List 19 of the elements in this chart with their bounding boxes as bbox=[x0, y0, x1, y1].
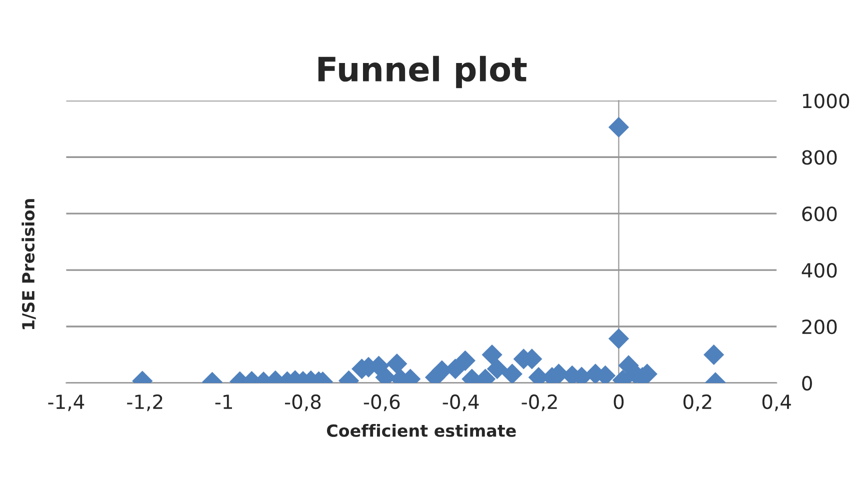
x-axis-title: Coefficient estimate bbox=[326, 424, 516, 437]
chart-title: Funnel plot bbox=[318, 56, 527, 88]
x-tick-label: -0,8 bbox=[284, 394, 321, 412]
x-tick-label: -1 bbox=[215, 394, 232, 409]
y-tick-label: 200 bbox=[802, 319, 837, 334]
y-axis-title: 1/SE Precision bbox=[22, 199, 36, 330]
x-tick-label: 0 bbox=[614, 394, 624, 410]
y-tick-label: 1000 bbox=[803, 94, 850, 108]
y-tick-label: 600 bbox=[802, 206, 837, 222]
x-tick-label: 0,4 bbox=[762, 394, 791, 412]
x-tick-label: -1,2 bbox=[127, 394, 162, 412]
x-tick-label: -0,6 bbox=[364, 394, 400, 412]
y-tick-label: 0 bbox=[802, 376, 812, 391]
x-tick-label: 0,2 bbox=[683, 394, 712, 412]
y-tick-label: 800 bbox=[802, 150, 837, 165]
x-tick-label: -0,2 bbox=[522, 394, 557, 412]
x-tick-label: -0,4 bbox=[442, 394, 479, 412]
x-tick-label: -1,4 bbox=[48, 394, 84, 412]
y-tick-label: 400 bbox=[802, 263, 837, 278]
